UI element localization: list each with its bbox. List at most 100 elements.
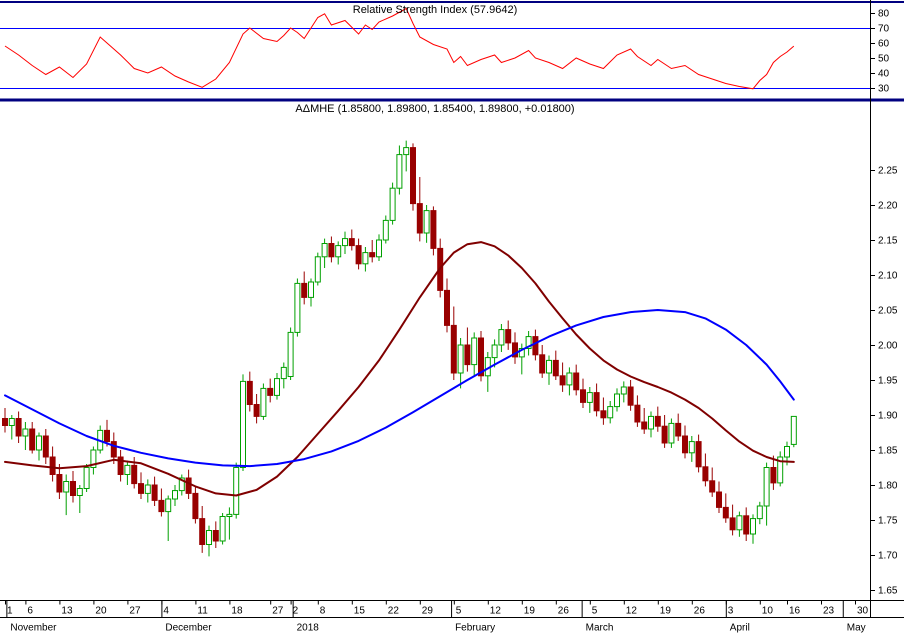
week-tick-label: 3 — [728, 606, 734, 617]
candle-body — [620, 386, 627, 395]
candle-body — [654, 415, 661, 427]
price-tick-label: 2.10 — [878, 271, 898, 282]
candle-body — [42, 435, 49, 458]
candle-body — [49, 456, 56, 475]
rsi-tick-label: 80 — [878, 9, 890, 20]
candle-body — [661, 425, 668, 444]
month-tick-label: April — [730, 623, 750, 634]
week-tick-label: 11 — [197, 606, 208, 617]
candle-body — [212, 530, 219, 542]
candle-body — [614, 393, 620, 408]
month-tick-label: 2018 — [297, 623, 320, 634]
candle-body — [722, 506, 729, 519]
candle-body — [2, 418, 8, 426]
price-tick-label: 2.05 — [878, 306, 898, 317]
candle-body — [675, 422, 682, 437]
candle-body — [321, 243, 328, 258]
candle-body — [505, 329, 512, 344]
candle-body — [777, 456, 784, 484]
candle-body — [70, 481, 76, 496]
price-tick-label: 1.70 — [878, 551, 898, 562]
candle-body — [15, 418, 22, 437]
candle-body — [22, 428, 29, 437]
month-tick-label: November — [10, 623, 57, 634]
price-tick-label: 1.80 — [878, 481, 898, 492]
candle-body — [457, 344, 464, 374]
candle-body — [688, 441, 695, 454]
price-tick-label: 2.20 — [878, 201, 898, 212]
week-tick-label: 5 — [592, 606, 598, 617]
candle-body — [539, 354, 546, 374]
candle-body — [104, 429, 110, 443]
rsi-tick-label: 50 — [878, 54, 890, 65]
candle-body — [8, 418, 15, 426]
week-tick-label: 8 — [320, 606, 326, 617]
week-tick-label: 22 — [388, 606, 400, 617]
ma-fast-line — [4, 241, 795, 497]
price-tick-label: 1.75 — [878, 516, 898, 527]
candle-body — [389, 187, 396, 221]
candle-body — [430, 210, 437, 249]
candle-body — [144, 484, 151, 494]
week-tick-label: 1 — [7, 606, 13, 617]
candle-body — [532, 336, 539, 356]
week-tick-label: 18 — [231, 606, 243, 617]
candle-body — [573, 372, 580, 391]
price-tick-label: 2.15 — [878, 236, 898, 247]
candle-body — [29, 428, 36, 451]
week-tick-label: 26 — [694, 606, 706, 617]
candle-body — [280, 366, 287, 380]
candle-body — [274, 378, 280, 396]
candle-body — [580, 389, 586, 403]
candle-body — [729, 517, 736, 531]
week-tick-label: 29 — [422, 606, 434, 617]
candle-body — [246, 380, 253, 405]
ma-slow-line — [4, 309, 795, 468]
rsi-tick-label: 30 — [878, 84, 890, 95]
candlesticks — [2, 140, 797, 557]
time-axis: 1 6 13 20 27 4 11 18 27 2 8 15 22 29 5 12 19 26 5 12 19 26 3 10… — [5, 600, 869, 634]
candle-body — [634, 404, 641, 423]
month-tick-label: December — [165, 623, 212, 634]
candle-body — [709, 480, 716, 493]
rsi-tick-label: 70 — [878, 24, 890, 35]
candle-body — [314, 256, 321, 283]
candle-body — [110, 441, 117, 458]
candle-body — [396, 154, 403, 189]
candle-body — [226, 513, 233, 518]
candle-body — [165, 498, 172, 513]
candle-body — [641, 421, 648, 430]
price-tick-label: 1.85 — [878, 446, 898, 457]
candle-body — [682, 435, 688, 454]
candle-body — [335, 245, 342, 258]
candle-body — [586, 392, 593, 403]
week-tick-label: 6 — [27, 606, 33, 617]
candle-body — [233, 467, 240, 515]
week-tick-label: 13 — [61, 606, 73, 617]
candle-body — [328, 243, 335, 258]
month-tick-label: March — [586, 623, 614, 634]
rsi-tick-label: 40 — [878, 69, 890, 80]
rsi-tick-label: 60 — [878, 39, 890, 50]
week-tick-label: 30 — [857, 606, 869, 617]
candle-body — [382, 219, 389, 241]
candle-body — [192, 492, 199, 520]
candle-body — [444, 289, 450, 326]
candle-body — [76, 488, 83, 496]
candle-body — [410, 147, 416, 205]
candle-body — [756, 505, 763, 520]
candle-body — [158, 499, 165, 513]
candle-body — [559, 375, 566, 386]
candle-body — [185, 477, 192, 494]
candle-body — [491, 344, 498, 359]
candle-body — [287, 331, 294, 377]
candle-body — [308, 281, 314, 298]
candle-body — [566, 372, 573, 386]
week-tick-label: 19 — [660, 606, 672, 617]
candle-body — [56, 474, 63, 493]
candle-body — [546, 359, 552, 374]
candle-body — [362, 252, 369, 265]
candle-body — [668, 422, 675, 444]
candle-body — [512, 342, 518, 358]
